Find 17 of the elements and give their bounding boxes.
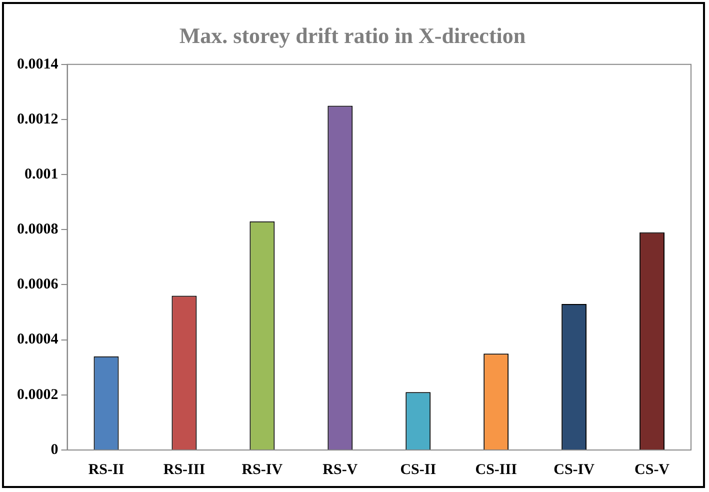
x-tick-label: CS-IV	[554, 462, 595, 478]
y-tick-label: 0.0006	[17, 276, 59, 293]
chart-title: Max. storey drift ratio in X-direction	[179, 22, 526, 48]
x-tick-label: CS-III	[475, 462, 518, 478]
x-tick-label: RS-IV	[242, 462, 283, 478]
x-tick-label: RS-III	[163, 462, 206, 478]
y-tick-label: 0.0008	[17, 222, 58, 238]
y-tick-label: 0.0014	[17, 56, 59, 72]
y-tick-label: 0.0012	[17, 111, 58, 128]
y-tick-label: 0.0002	[17, 386, 58, 403]
y-tick-label: 0	[50, 442, 58, 458]
x-tick-label: RS-II	[88, 462, 124, 478]
x-tick-label: RS-V	[322, 462, 358, 478]
x-tick-label: CS-V	[634, 462, 670, 478]
y-tick-label: 0.001	[24, 166, 58, 182]
x-tick-label: CS-II	[400, 462, 436, 478]
y-tick-label: 0.0004	[17, 332, 59, 348]
